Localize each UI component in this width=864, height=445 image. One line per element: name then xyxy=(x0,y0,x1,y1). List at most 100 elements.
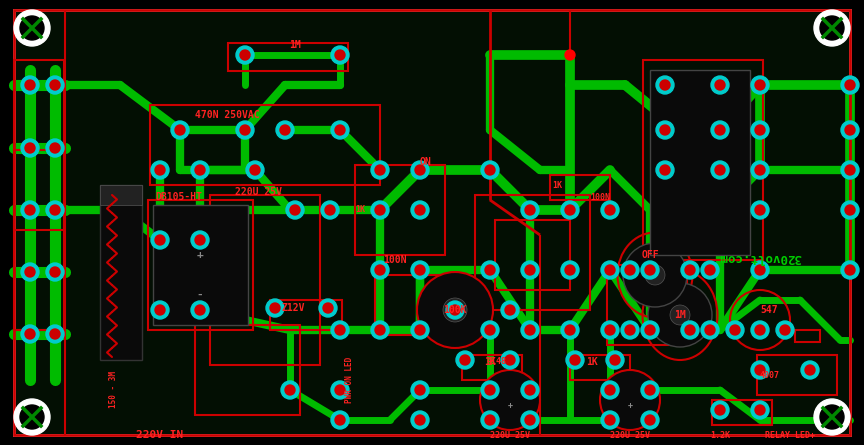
Circle shape xyxy=(730,325,740,335)
Circle shape xyxy=(195,235,205,245)
Circle shape xyxy=(417,272,493,348)
Circle shape xyxy=(565,265,575,275)
Bar xyxy=(795,330,820,342)
Circle shape xyxy=(845,205,855,215)
Circle shape xyxy=(286,201,304,219)
Circle shape xyxy=(521,261,539,279)
Circle shape xyxy=(755,165,765,175)
Circle shape xyxy=(191,301,209,319)
Circle shape xyxy=(814,399,850,435)
Circle shape xyxy=(485,265,495,275)
Circle shape xyxy=(525,385,535,395)
Bar xyxy=(210,195,320,365)
Circle shape xyxy=(525,205,535,215)
Bar xyxy=(14,60,64,330)
Circle shape xyxy=(21,76,39,94)
Circle shape xyxy=(726,321,744,339)
Circle shape xyxy=(481,411,499,429)
Circle shape xyxy=(485,385,495,395)
Circle shape xyxy=(335,125,345,135)
Circle shape xyxy=(641,381,659,399)
Circle shape xyxy=(565,325,575,335)
Circle shape xyxy=(195,305,205,315)
Circle shape xyxy=(20,405,44,429)
Text: +: + xyxy=(627,400,632,409)
Circle shape xyxy=(660,165,670,175)
Bar xyxy=(375,275,443,335)
Text: 220U 25V: 220U 25V xyxy=(490,430,530,440)
Circle shape xyxy=(711,161,729,179)
Circle shape xyxy=(751,76,769,94)
Circle shape xyxy=(711,121,729,139)
Circle shape xyxy=(605,325,615,335)
Circle shape xyxy=(841,261,859,279)
Bar xyxy=(462,355,522,380)
Circle shape xyxy=(570,355,580,365)
Circle shape xyxy=(375,165,385,175)
Circle shape xyxy=(820,405,844,429)
Circle shape xyxy=(14,10,50,46)
Circle shape xyxy=(191,231,209,249)
Circle shape xyxy=(151,161,169,179)
Circle shape xyxy=(755,205,765,215)
Circle shape xyxy=(715,165,725,175)
Circle shape xyxy=(371,201,389,219)
Bar xyxy=(100,185,142,360)
Circle shape xyxy=(814,10,850,46)
Circle shape xyxy=(236,46,254,64)
Circle shape xyxy=(755,405,765,415)
Circle shape xyxy=(521,321,539,339)
Circle shape xyxy=(751,161,769,179)
Circle shape xyxy=(21,201,39,219)
Circle shape xyxy=(25,143,35,153)
Text: -: - xyxy=(197,290,203,300)
Circle shape xyxy=(600,370,660,430)
Circle shape xyxy=(841,161,859,179)
Circle shape xyxy=(375,205,385,215)
Bar xyxy=(643,60,763,260)
Text: 470N 250VAC: 470N 250VAC xyxy=(195,110,259,120)
Circle shape xyxy=(755,80,765,90)
Circle shape xyxy=(656,121,674,139)
Circle shape xyxy=(845,80,855,90)
Circle shape xyxy=(375,325,385,335)
Bar xyxy=(153,205,248,325)
Circle shape xyxy=(711,401,729,419)
Text: PWR ON LED: PWR ON LED xyxy=(346,357,354,403)
Circle shape xyxy=(21,325,39,343)
Circle shape xyxy=(701,261,719,279)
Circle shape xyxy=(820,16,844,40)
Circle shape xyxy=(561,321,579,339)
Circle shape xyxy=(411,261,429,279)
Circle shape xyxy=(566,351,584,369)
Text: 1K: 1K xyxy=(552,181,562,190)
Circle shape xyxy=(331,411,349,429)
Text: 4007: 4007 xyxy=(760,371,780,380)
Circle shape xyxy=(371,261,389,279)
Circle shape xyxy=(485,325,495,335)
Circle shape xyxy=(648,283,712,347)
Circle shape xyxy=(755,265,765,275)
Circle shape xyxy=(601,321,619,339)
Circle shape xyxy=(280,125,290,135)
Circle shape xyxy=(331,321,349,339)
Text: +: + xyxy=(507,400,512,409)
Circle shape xyxy=(605,385,615,395)
Circle shape xyxy=(155,305,165,315)
Circle shape xyxy=(601,411,619,429)
Circle shape xyxy=(645,325,655,335)
Circle shape xyxy=(415,415,425,425)
Circle shape xyxy=(685,265,695,275)
Circle shape xyxy=(240,50,250,60)
Circle shape xyxy=(285,385,295,395)
Text: RELAY LED+: RELAY LED+ xyxy=(765,430,815,440)
Bar xyxy=(660,75,745,245)
Circle shape xyxy=(841,201,859,219)
Circle shape xyxy=(656,161,674,179)
Circle shape xyxy=(605,205,615,215)
Bar xyxy=(228,43,348,71)
Circle shape xyxy=(411,321,429,339)
Circle shape xyxy=(845,125,855,135)
Circle shape xyxy=(525,415,535,425)
Text: 1K: 1K xyxy=(355,206,365,214)
